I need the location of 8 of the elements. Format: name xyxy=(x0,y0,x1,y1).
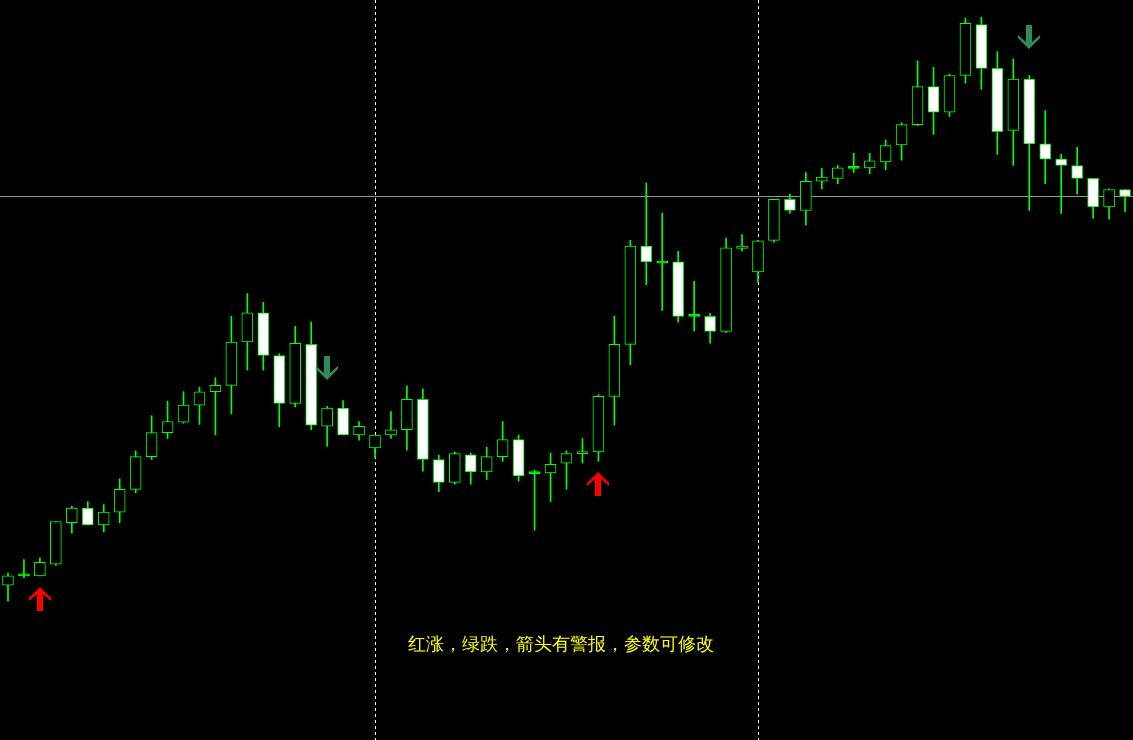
candlestick xyxy=(847,152,860,173)
candlestick xyxy=(688,280,700,332)
text: 红涨，绿跌，箭头有警报，参数可修改 xyxy=(407,632,714,654)
candlestick xyxy=(736,234,748,252)
candlestick xyxy=(640,182,653,286)
candlestick xyxy=(815,168,828,190)
candlestick xyxy=(1039,110,1052,184)
candlestick xyxy=(1055,154,1068,214)
